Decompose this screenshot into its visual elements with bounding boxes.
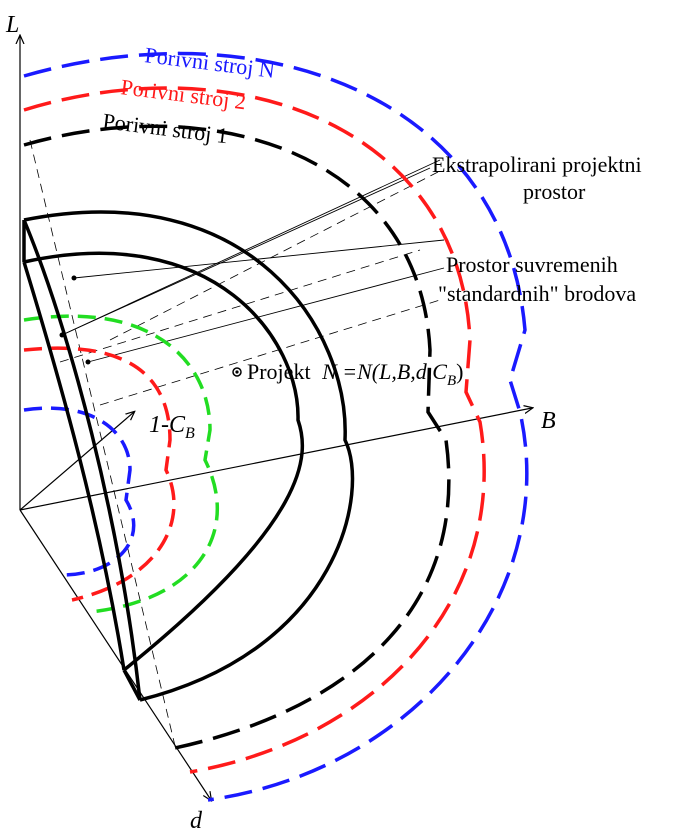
curve-green-path bbox=[23, 314, 220, 614]
curve-stroj-2-outer bbox=[23, 86, 486, 774]
solid-left-strip-1 bbox=[22, 219, 142, 701]
label-design-formula-close: ) bbox=[456, 359, 463, 384]
point-design bbox=[85, 359, 91, 365]
dashed-diag-1 bbox=[29, 139, 177, 751]
dashed-diag-4 bbox=[99, 299, 441, 406]
dashed-construction bbox=[29, 139, 441, 751]
d-axis bbox=[19, 509, 211, 800]
inner-solid-curve bbox=[23, 251, 305, 672]
point-standard bbox=[71, 275, 77, 281]
curve-stroj-1 bbox=[23, 124, 451, 750]
label-design: Projekt N =N(L,B,d,CB) bbox=[247, 359, 463, 389]
label-design-formula: N =N(L,B,d,C bbox=[321, 359, 447, 384]
curve-stroj-n-outer bbox=[23, 51, 529, 802]
l-axis-label: L bbox=[5, 12, 19, 38]
d-axis-label: d bbox=[190, 808, 203, 830]
b-axis-label: B bbox=[541, 408, 556, 434]
label-stroj-2: Porivni stroj 2 bbox=[119, 74, 247, 114]
standard-leader bbox=[73, 239, 445, 279]
curve-stroj-1-outer bbox=[23, 124, 451, 750]
curve-stroj-2 bbox=[23, 86, 486, 774]
solid-bottom-edge bbox=[122, 669, 142, 701]
label-standard-line2: "standardnih" brodova bbox=[438, 281, 636, 306]
outer-solid-curve bbox=[23, 210, 355, 702]
dashed-diag-3 bbox=[59, 249, 421, 363]
label-stroj-1: Porivni stroj 1 bbox=[101, 108, 229, 148]
design-point-circle bbox=[232, 367, 242, 377]
label-standard-line1: Prostor suvremenih bbox=[446, 252, 618, 277]
design-point-dot bbox=[235, 370, 239, 374]
cb-axis-label-main: 1-C bbox=[149, 412, 186, 438]
label-stroj-n: Porivni stroj N bbox=[143, 42, 276, 83]
design-point-leader bbox=[87, 267, 445, 363]
cb-axis-label-sub: B bbox=[185, 425, 195, 442]
curve-green bbox=[23, 314, 220, 614]
label-design-formula-sub: B bbox=[447, 373, 456, 389]
extrap-leader-2 bbox=[61, 159, 441, 336]
design-point-marker bbox=[232, 367, 242, 377]
point-extrap bbox=[59, 332, 65, 338]
cb-axis bbox=[19, 412, 134, 511]
dashed-diag-2 bbox=[109, 171, 439, 341]
label-extrap-line2: prostor bbox=[523, 179, 586, 204]
solid-left-strip-2 bbox=[22, 261, 126, 671]
curve-stroj-2-inner bbox=[23, 346, 176, 602]
points bbox=[59, 275, 91, 365]
label-design-word: Projekt bbox=[247, 359, 311, 384]
cb-axis-label: 1-CB bbox=[149, 412, 195, 442]
standard-ship-space bbox=[22, 210, 355, 702]
label-extrap-line1: Ekstrapolirani projektni bbox=[432, 152, 642, 177]
